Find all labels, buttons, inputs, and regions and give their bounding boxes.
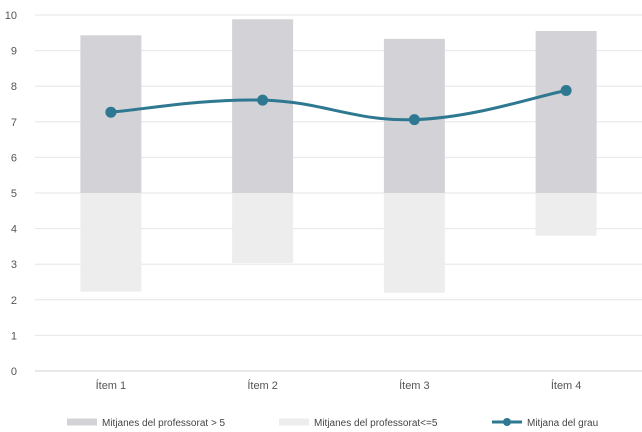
y-tick-label: 9: [11, 46, 17, 58]
y-tick-label: 5: [11, 188, 17, 200]
y-tick-label: 3: [11, 259, 17, 271]
y-tick-label: 0: [11, 366, 17, 378]
y-tick-label: 4: [11, 224, 17, 236]
x-tick-label: Ítem 1: [96, 379, 127, 392]
series-line: [109, 88, 568, 122]
line-series: [105, 84, 572, 126]
legend-swatch: [67, 418, 97, 426]
bar: [232, 19, 294, 193]
y-axis-ticks: 0 1 2 3 4 5 6 7 8 9 10: [5, 10, 17, 378]
y-tick-label: 2: [11, 295, 17, 307]
bar: [232, 193, 294, 264]
legend-swatch: [279, 418, 309, 426]
bars: [80, 19, 597, 293]
y-tick-label: 10: [5, 10, 17, 22]
bar: [535, 193, 597, 236]
y-tick-label: 8: [11, 81, 17, 93]
bar: [383, 193, 445, 293]
data-point: [560, 84, 572, 96]
legend-swatch-marker: [503, 418, 511, 426]
data-point: [257, 94, 269, 106]
y-tick-label: 1: [11, 330, 17, 342]
legend-label: Mitjana del grau: [527, 418, 598, 429]
legend: Mitjanes del professorat > 5 Mitjanes del…: [67, 418, 598, 429]
y-tick-label: 6: [11, 152, 17, 164]
x-tick-label: Ítem 4: [551, 379, 582, 392]
legend-label: Mitjanes del professorat > 5: [102, 418, 226, 429]
y-tick-label: 7: [11, 117, 17, 129]
data-point: [408, 114, 420, 126]
legend-label: Mitjanes del professorat<=5: [314, 418, 438, 429]
x-tick-label: Ítem 2: [247, 379, 278, 392]
bar: [80, 193, 142, 292]
data-point: [105, 106, 117, 118]
x-axis-ticks: Ítem 1 Ítem 2 Ítem 3 Ítem 4: [96, 379, 582, 392]
x-tick-label: Ítem 3: [399, 379, 430, 392]
bar: [535, 31, 597, 193]
